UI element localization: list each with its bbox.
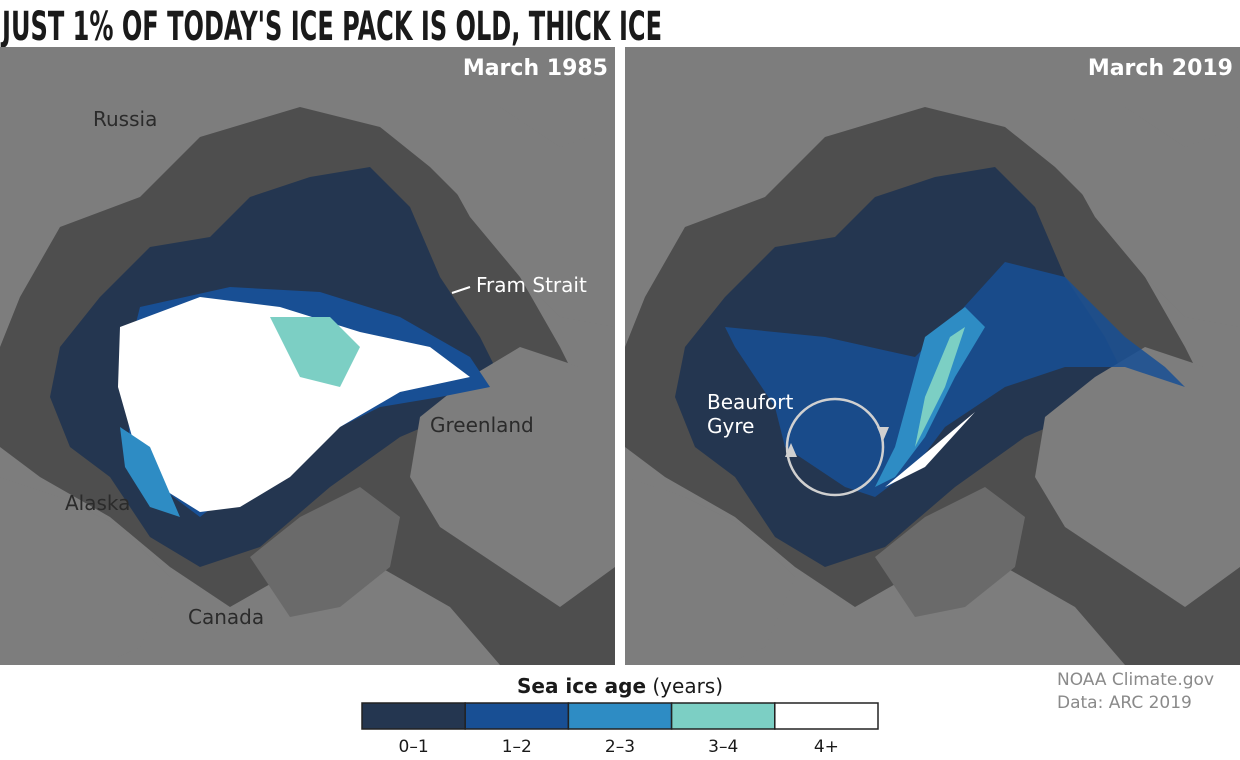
place-label: Canada xyxy=(188,605,264,629)
panel-label: March 1985 xyxy=(463,56,608,81)
legend-swatch xyxy=(774,702,879,730)
legend-swatch xyxy=(361,702,466,730)
map-1985: March 1985 Russia Fram Strait Greenland … xyxy=(0,47,615,665)
legend-swatch xyxy=(670,702,776,730)
place-label: Alaska xyxy=(65,491,130,515)
place-label: Fram Strait xyxy=(476,273,587,297)
credit: NOAA Climate.gov xyxy=(1057,670,1214,690)
legend: 0–1 1–2 2–3 3–4 4+ xyxy=(361,702,879,757)
legend-title-text: Sea ice age xyxy=(517,674,646,698)
place-label: Russia xyxy=(93,107,157,131)
map-2019: March 2019 Beaufort Gyre xyxy=(625,47,1240,665)
legend-swatch xyxy=(567,702,673,730)
legend-label: 0–1 xyxy=(399,737,429,757)
legend-title: Sea ice age (years) xyxy=(517,674,723,698)
legend-label: 1–2 xyxy=(502,737,532,757)
legend-label: 3–4 xyxy=(708,737,738,757)
legend-label: 2–3 xyxy=(605,737,635,757)
place-label: Beaufort xyxy=(707,390,793,414)
panel-label: March 2019 xyxy=(1088,56,1233,81)
credit: Data: ARC 2019 xyxy=(1057,693,1192,713)
legend-swatch xyxy=(464,702,570,730)
legend-label: 4+ xyxy=(814,737,839,757)
place-label: Greenland xyxy=(430,413,534,437)
place-label: Gyre xyxy=(707,414,754,438)
title: JUST 1% OF TODAY'S ICE PACK IS OLD, THIC… xyxy=(0,4,662,50)
legend-unit: (years) xyxy=(652,674,723,698)
